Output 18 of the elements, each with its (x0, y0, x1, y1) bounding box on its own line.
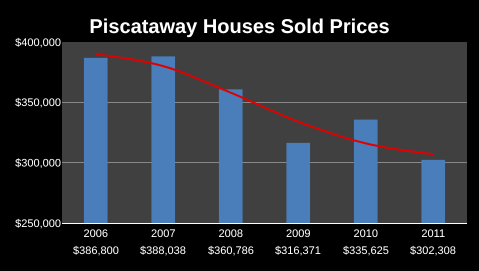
x-tick-label: 2008 (218, 228, 243, 240)
x-tick-label: 2011 (421, 228, 446, 240)
chart-title: Piscataway Houses Sold Prices (89, 16, 390, 38)
data-label: $388,038 (140, 245, 186, 257)
x-tick-label: 2009 (286, 228, 310, 240)
y-tick-label: $250,000 (15, 218, 61, 230)
x-tick-label: 2007 (151, 228, 176, 240)
x-tick-label: 2010 (354, 228, 378, 240)
y-tick-label: $350,000 (15, 97, 61, 110)
line-series (94, 53, 434, 156)
data-label: $316,371 (275, 245, 321, 257)
data-label: $386,800 (73, 245, 119, 257)
data-label: $302,308 (410, 245, 456, 257)
x-tick-label: 2006 (84, 228, 108, 240)
y-tick-label: $300,000 (15, 158, 61, 170)
data-label: $335,625 (343, 245, 389, 257)
y-tick-label: $400,000 (15, 36, 61, 49)
data-label: $360,786 (208, 245, 254, 257)
